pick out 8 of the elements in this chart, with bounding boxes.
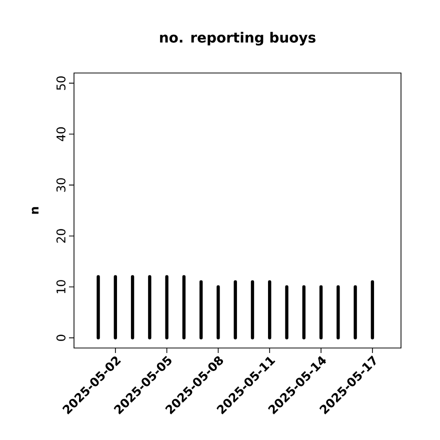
chart-title: no. reporting buoys [160,32,316,46]
y-tick-label: 50 [56,76,66,90]
y-tick-label: 40 [56,127,66,142]
y-tick-label: 30 [56,178,66,192]
y-axis-title: n [32,207,38,214]
y-tick-label: 20 [56,229,66,243]
y-tick-label: 0 [56,334,66,341]
y-tick-label: 10 [56,280,66,294]
